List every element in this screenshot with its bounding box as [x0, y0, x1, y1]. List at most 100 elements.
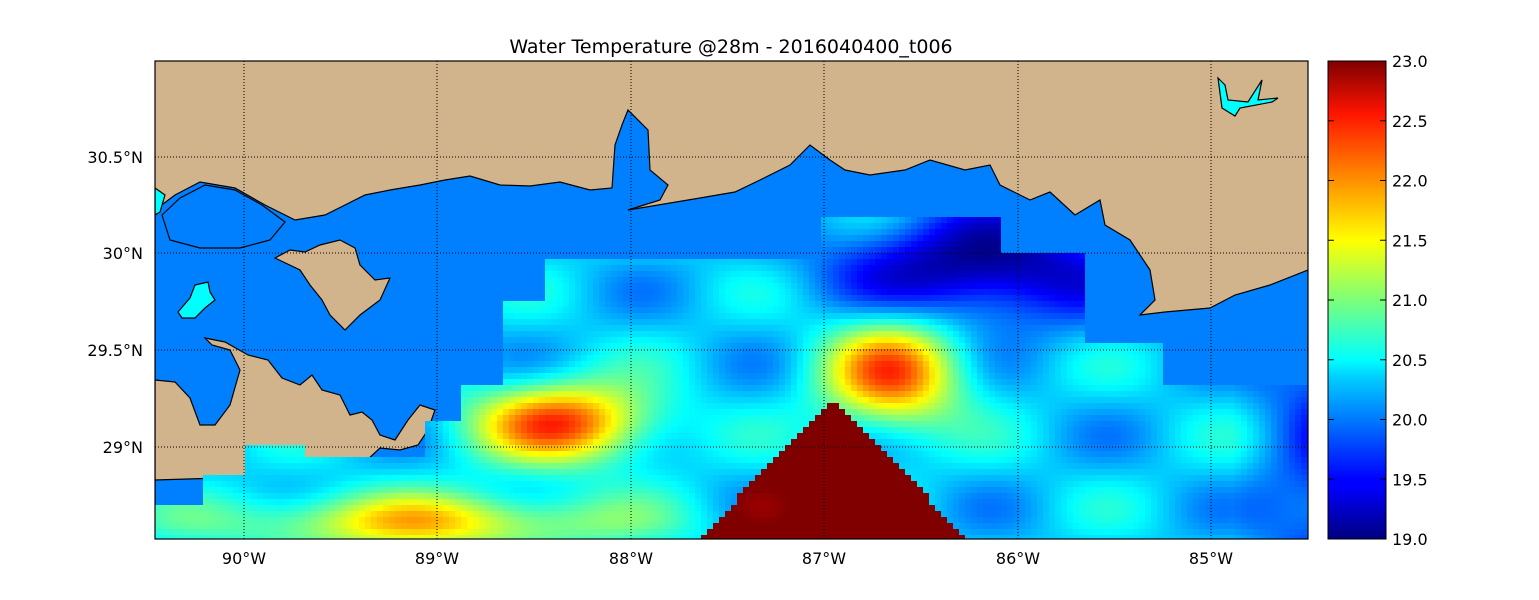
temperature-cell [1145, 409, 1151, 415]
temperature-cell [857, 301, 863, 307]
temperature-cell [971, 343, 977, 349]
temperature-cell [1073, 475, 1079, 481]
temperature-cell [959, 223, 965, 229]
temperature-cell [1085, 385, 1091, 391]
temperature-cell [1121, 475, 1127, 481]
temperature-cell [545, 301, 551, 307]
temperature-cell [461, 433, 467, 439]
temperature-cell [497, 385, 503, 391]
temperature-cell [773, 307, 779, 313]
temperature-cell [689, 295, 695, 301]
temperature-cell [1055, 283, 1061, 289]
temperature-cell [527, 385, 533, 391]
temperature-cell [923, 235, 929, 241]
temperature-cell [521, 397, 527, 403]
temperature-cell [1037, 325, 1043, 331]
temperature-cell [911, 325, 917, 331]
temperature-cell [893, 397, 899, 403]
temperature-cell [1241, 433, 1247, 439]
temperature-cell [1277, 451, 1283, 457]
temperature-cell [791, 457, 797, 463]
temperature-cell [833, 325, 839, 331]
temperature-cell [857, 319, 863, 325]
temperature-cell [695, 343, 701, 349]
temperature-cell [485, 397, 491, 403]
temperature-cell [617, 439, 623, 445]
temperature-cell [923, 289, 929, 295]
temperature-cell [875, 247, 881, 253]
temperature-cell [923, 337, 929, 343]
temperature-cell [1067, 277, 1073, 283]
temperature-cell [905, 331, 911, 337]
temperature-cell [887, 301, 893, 307]
temperature-cell [779, 463, 785, 469]
temperature-cell [629, 271, 635, 277]
temperature-cell [893, 283, 899, 289]
temperature-cell [593, 415, 599, 421]
temperature-cell [1127, 451, 1133, 457]
temperature-cell [851, 457, 857, 463]
temperature-cell [1037, 259, 1043, 265]
temperature-cell [941, 457, 947, 463]
temperature-cell [971, 349, 977, 355]
temperature-cell [905, 283, 911, 289]
temperature-cell [575, 445, 581, 451]
temperature-cell [545, 343, 551, 349]
temperature-cell [527, 337, 533, 343]
temperature-cell [1073, 289, 1079, 295]
temperature-cell [743, 469, 749, 475]
temperature-cell [557, 331, 563, 337]
temperature-cell [1073, 379, 1079, 385]
temperature-cell [1271, 463, 1277, 469]
temperature-cell [1205, 427, 1211, 433]
temperature-cell [941, 289, 947, 295]
temperature-cell [983, 259, 989, 265]
temperature-cell [1103, 427, 1109, 433]
temperature-cell [1037, 253, 1043, 259]
temperature-cell [917, 223, 923, 229]
temperature-cell [833, 253, 839, 259]
temperature-cell [1001, 271, 1007, 277]
temperature-cell [887, 277, 893, 283]
temperature-cell [1163, 415, 1169, 421]
temperature-cell [1181, 397, 1187, 403]
temperature-cell [929, 229, 935, 235]
temperature-cell [521, 391, 527, 397]
temperature-cell [941, 223, 947, 229]
temperature-cell [1007, 265, 1013, 271]
temperature-cell [671, 343, 677, 349]
temperature-cell [683, 265, 689, 271]
temperature-cell [509, 415, 515, 421]
temperature-cell [671, 259, 677, 265]
temperature-cell [581, 379, 587, 385]
temperature-cell [743, 259, 749, 265]
temperature-cell [221, 475, 227, 481]
temperature-cell [1049, 319, 1055, 325]
temperature-cell [1061, 475, 1067, 481]
temperature-cell [1199, 469, 1205, 475]
temperature-cell [965, 265, 971, 271]
temperature-cell [611, 367, 617, 373]
temperature-cell [977, 427, 983, 433]
temperature-cell [965, 295, 971, 301]
temperature-cell [959, 217, 965, 223]
temperature-cell [755, 439, 761, 445]
temperature-cell [719, 295, 725, 301]
temperature-cell [749, 271, 755, 277]
temperature-cell [791, 331, 797, 337]
temperature-cell [575, 343, 581, 349]
temperature-cell [293, 487, 299, 493]
temperature-cell [929, 313, 935, 319]
temperature-cell [497, 457, 503, 463]
temperature-cell [443, 469, 449, 475]
temperature-cell [1217, 475, 1223, 481]
temperature-cell [1103, 385, 1109, 391]
temperature-cell [1247, 445, 1253, 451]
temperature-cell [665, 445, 671, 451]
temperature-cell [557, 379, 563, 385]
temperature-cell [515, 391, 521, 397]
temperature-cell [335, 481, 341, 487]
temperature-cell [815, 295, 821, 301]
temperature-cell [1079, 361, 1085, 367]
temperature-cell [761, 331, 767, 337]
